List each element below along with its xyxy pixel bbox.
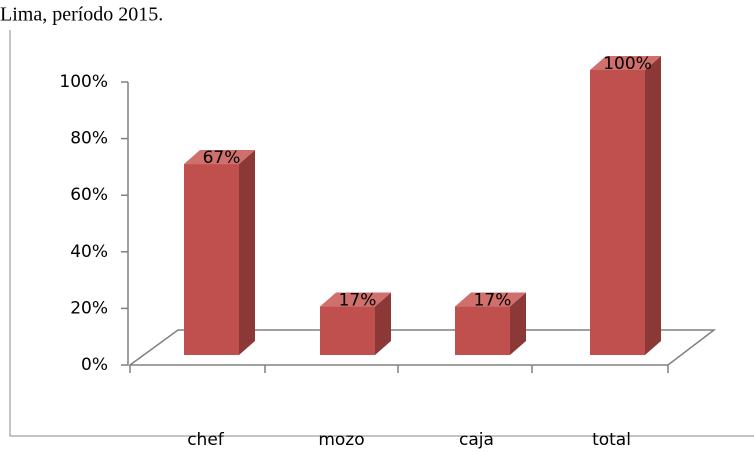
- value-label: 67%: [203, 148, 241, 168]
- bar-side: [510, 292, 526, 355]
- bar: [320, 292, 391, 355]
- bar-front: [455, 306, 510, 355]
- bar-side: [645, 56, 661, 355]
- bar-front: [590, 70, 645, 355]
- bar-top: [320, 292, 391, 307]
- value-label: 100%: [603, 54, 652, 74]
- bar: [184, 150, 255, 355]
- y-tick-label: 20%: [70, 298, 108, 318]
- bar-side: [239, 150, 255, 355]
- bar-side: [375, 292, 391, 355]
- chart-title: Lima, período 2015.: [0, 4, 163, 26]
- chart-frame: [9, 30, 754, 437]
- y-tick-label: 60%: [70, 185, 108, 205]
- bar-front: [184, 164, 239, 355]
- y-tick-label: 100%: [59, 72, 108, 92]
- bar: [590, 56, 661, 355]
- bar-top: [184, 150, 255, 165]
- x-tick-label: total: [592, 430, 631, 450]
- value-label: 17%: [339, 291, 377, 311]
- bar-top: [590, 56, 661, 70]
- bar-top: [455, 292, 526, 307]
- y-tick-label: 0%: [81, 355, 108, 375]
- bar-front: [320, 306, 375, 355]
- y-tick-label: 40%: [70, 242, 108, 262]
- x-tick-label: caja: [459, 430, 494, 450]
- y-tick-label: 80%: [70, 129, 108, 149]
- value-label: 17%: [474, 291, 512, 311]
- floor: [127, 329, 717, 366]
- x-tick-label: chef: [187, 430, 225, 450]
- category-ticks: [129, 365, 669, 373]
- x-tick-label: mozo: [318, 430, 364, 450]
- bar: [455, 292, 526, 355]
